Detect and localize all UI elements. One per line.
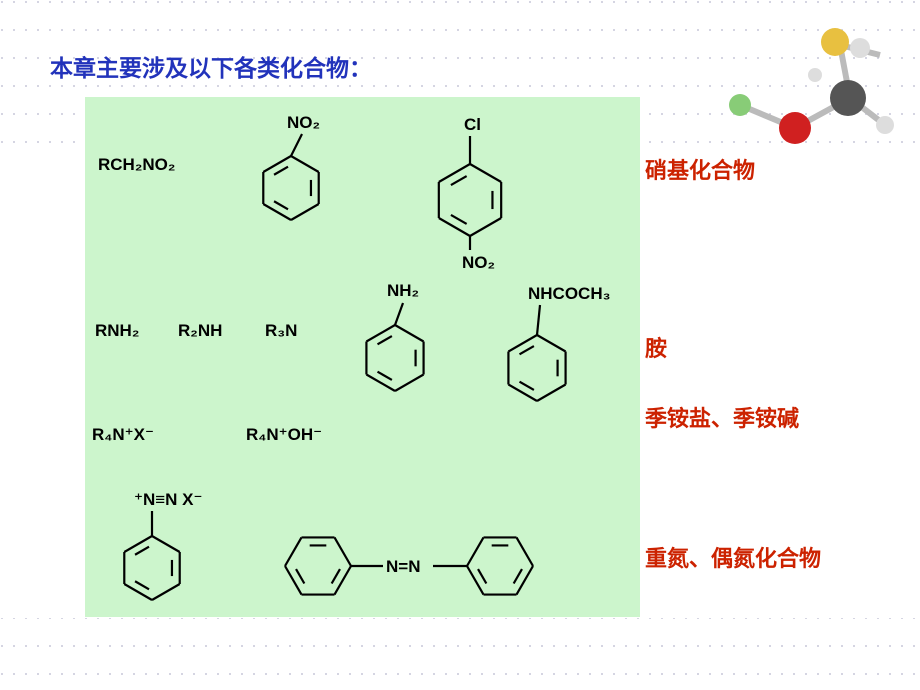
bond [393, 302, 405, 326]
bond [376, 370, 393, 381]
formula: Cl [464, 115, 481, 134]
formula: NO₂ [287, 113, 320, 132]
bond [295, 568, 306, 585]
formula: N=N [386, 557, 420, 576]
class-label: 胺 [645, 337, 667, 362]
bond [515, 565, 534, 596]
bond [518, 345, 535, 356]
bond [273, 200, 289, 211]
bond [123, 583, 153, 601]
bond [151, 535, 181, 553]
bond [477, 568, 488, 585]
bond [123, 535, 153, 553]
bond [438, 163, 471, 183]
bond [284, 565, 303, 596]
formula: RCH₂NO₂ [98, 155, 175, 174]
bond [507, 334, 538, 353]
bond [365, 373, 396, 392]
bond [151, 583, 181, 601]
formula: R₄N⁺OH⁻ [246, 425, 322, 444]
formula: ⁺N≡N X⁻ [134, 490, 202, 509]
formula: RNH₂ [95, 321, 139, 340]
bond [376, 335, 393, 346]
bond [333, 565, 352, 596]
formula: R₂NH [178, 321, 222, 340]
structure-panel [85, 97, 640, 617]
formula: R₃N [265, 321, 297, 340]
bond [466, 565, 485, 596]
bond [438, 217, 471, 237]
bond [535, 304, 542, 336]
bond [536, 334, 567, 353]
class-label: 重氮、偶氮化合物 [645, 546, 821, 572]
molecule-decoration [729, 28, 894, 144]
formula: NH₂ [387, 281, 419, 300]
bond [284, 536, 303, 567]
bond [290, 133, 303, 157]
bond [466, 536, 485, 567]
bond [273, 165, 289, 176]
dot-pattern [0, 618, 920, 690]
bond [536, 383, 567, 402]
class-label: 硝基化合物 [645, 158, 755, 184]
bond [134, 580, 150, 591]
formula: R₄N⁺X⁻ [92, 425, 154, 444]
bond [365, 324, 396, 343]
bond [394, 373, 425, 392]
bond [394, 324, 425, 343]
bond [518, 380, 535, 391]
formula: NHCOCH₃ [528, 284, 610, 303]
slide-title: 本章主要涉及以下各类化合物： [50, 55, 372, 82]
bond [290, 155, 320, 173]
bond [450, 213, 468, 225]
bond [134, 545, 150, 556]
formula: NO₂ [462, 253, 495, 272]
bond [469, 163, 502, 183]
bond [450, 175, 468, 187]
bond [290, 203, 320, 221]
bond [515, 536, 534, 567]
bond [507, 383, 538, 402]
bond [262, 203, 292, 221]
bond [262, 155, 292, 173]
structures [123, 133, 567, 601]
bond [333, 536, 352, 567]
bond [469, 217, 502, 237]
bond [330, 568, 341, 585]
class-label: 季铵盐、季铵碱 [645, 406, 799, 432]
bond [512, 568, 523, 585]
